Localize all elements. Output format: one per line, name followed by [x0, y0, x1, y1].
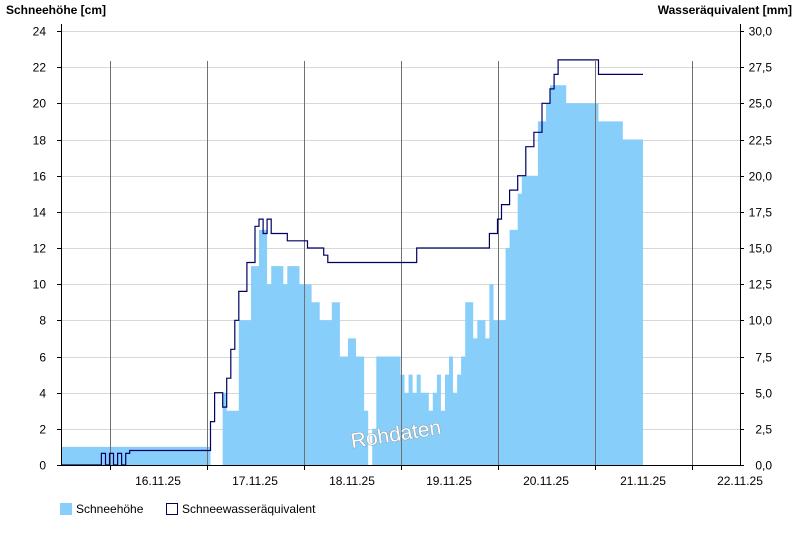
right-tick-label: 20,0	[749, 170, 773, 184]
x-tick-label: 19.11.25	[426, 474, 472, 488]
legend-label-snow-depth: Schneehöhe	[76, 502, 144, 516]
right-tick-label: 5,0	[755, 387, 772, 401]
x-tick-label: 20.11.25	[523, 474, 569, 488]
left-tick-label: 12	[33, 242, 47, 256]
right-tick-label: 22,5	[749, 134, 773, 148]
left-tick-label: 18	[33, 134, 47, 148]
day-marker-lines	[110, 61, 693, 465]
left-tick-label: 10	[33, 278, 47, 292]
right-tick-label: 10,0	[749, 314, 773, 328]
legend: Schneehöhe Schneewasseräquivalent	[60, 502, 316, 516]
left-tick-label: 2	[39, 423, 46, 437]
snow-depth-series	[61, 85, 643, 466]
left-axis-title: Schneehöhe [cm]	[6, 3, 106, 17]
right-tick-label: 2,5	[755, 423, 772, 437]
right-tick-label: 17,5	[749, 206, 773, 220]
x-tick-label: 18.11.25	[329, 474, 375, 488]
left-tick-label: 22	[33, 61, 47, 75]
right-tick-label: 15,0	[749, 242, 773, 256]
legend-swatch-swe	[166, 503, 178, 515]
grid-lines	[61, 31, 740, 430]
left-tick-label: 20	[33, 97, 47, 111]
x-axis-ticks: 16.11.25 17.11.25 18.11.25 19.11.25 20.11.25…	[110, 465, 763, 488]
right-tick-label: 25,0	[749, 97, 773, 111]
x-tick-label: 17.11.25	[232, 474, 278, 488]
left-tick-label: 6	[39, 351, 46, 365]
right-tick-label: 12,5	[749, 278, 773, 292]
left-tick-label: 8	[39, 314, 46, 328]
left-tick-label: 16	[33, 170, 47, 184]
left-tick-label: 4	[39, 387, 46, 401]
right-axis-ticks: 0,0 2,5 5,0 7,5 10,0 12,5 15,0 17,5 20,0 22,5 25,0…	[740, 25, 772, 473]
left-tick-label: 24	[33, 25, 47, 39]
right-tick-label: 27,5	[749, 61, 773, 75]
legend-label-swe: Schneewasseräquivalent	[182, 502, 316, 516]
right-tick-label: 7,5	[755, 351, 772, 365]
x-tick-label: 22.11.25	[717, 474, 763, 488]
right-axis-title: Wasseräquivalent [mm]	[658, 3, 792, 17]
right-tick-label: 30,0	[749, 25, 773, 39]
left-tick-label: 14	[33, 206, 47, 220]
x-tick-label: 16.11.25	[135, 474, 181, 488]
legend-swatch-snow-depth	[60, 503, 72, 515]
x-tick-label: 21.11.25	[620, 474, 666, 488]
snow-depth-area	[61, 85, 643, 466]
left-tick-label: 0	[39, 459, 46, 473]
right-tick-label: 0,0	[755, 459, 772, 473]
